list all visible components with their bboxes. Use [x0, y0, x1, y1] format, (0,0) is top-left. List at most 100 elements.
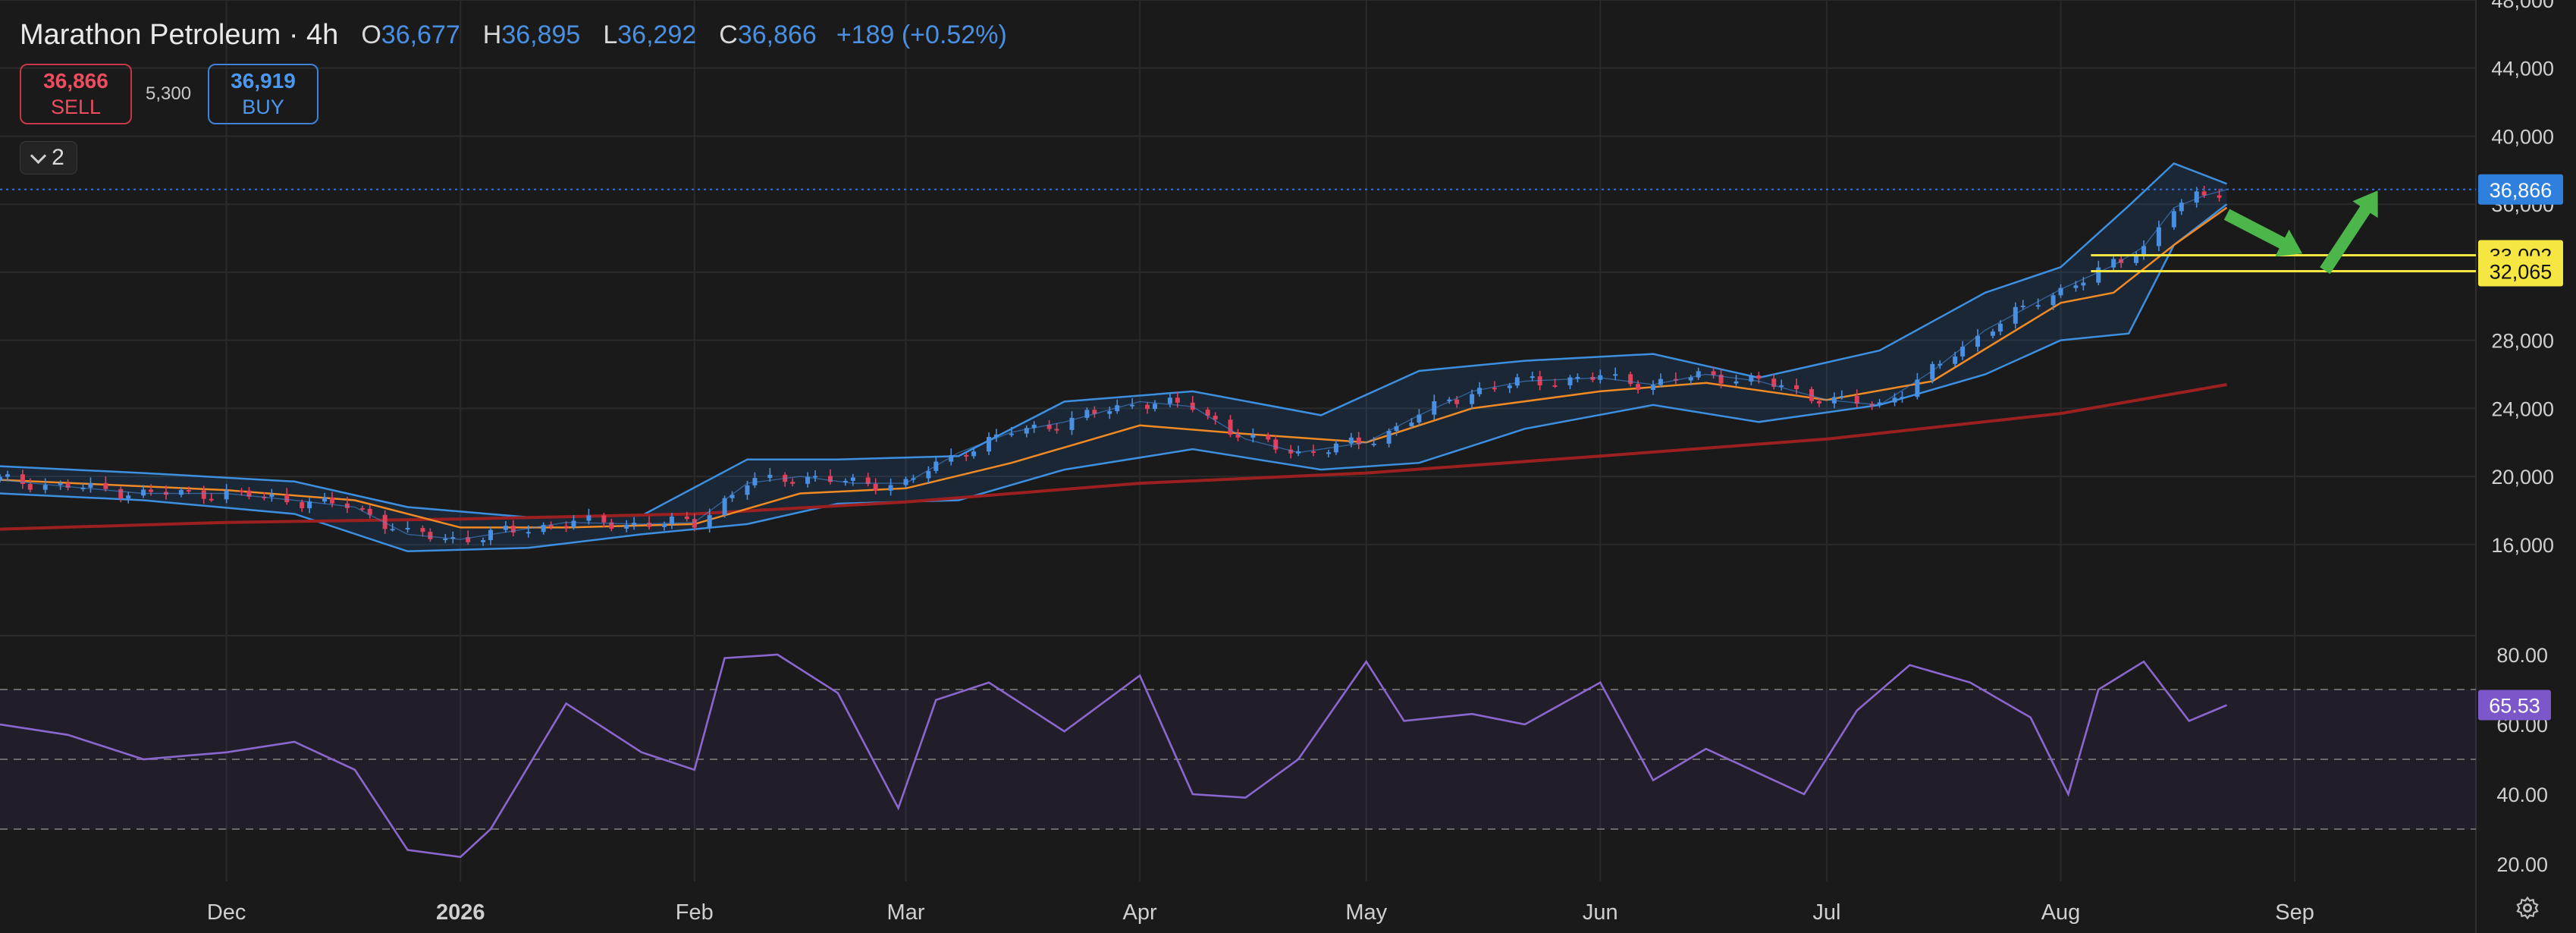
price-tick-label: 48,000 — [2491, 0, 2554, 12]
candle-body — [1273, 439, 1279, 450]
candle-body — [186, 490, 191, 492]
candle-body — [548, 525, 554, 527]
symbol-title[interactable]: Marathon Petroleum · 4h — [20, 18, 339, 51]
candle-body — [827, 476, 833, 482]
price-tick-label: 20,000 — [2491, 466, 2554, 488]
candle-body — [466, 537, 471, 542]
sell-button[interactable]: 36,866 SELL — [20, 64, 132, 124]
candle-body — [2217, 195, 2222, 198]
candle-body — [1228, 419, 1233, 435]
candle-body — [1628, 374, 1633, 385]
candle-body — [1235, 435, 1241, 438]
candle-body — [2156, 227, 2161, 247]
close-value: 36,866 — [737, 20, 817, 49]
candle-body — [481, 540, 486, 542]
candle-body — [624, 524, 629, 529]
candle-body — [1107, 411, 1112, 414]
candle-body — [224, 490, 229, 500]
candle-body — [367, 508, 372, 515]
candle-body — [1854, 396, 1859, 404]
candle-body — [964, 454, 969, 457]
x-tick-label: Mar — [887, 900, 925, 925]
open-value: 36,677 — [381, 20, 460, 49]
candle-body — [2141, 246, 2147, 256]
candle-body — [1809, 389, 1815, 401]
candle-body — [1696, 371, 1701, 378]
candle-body — [1734, 381, 1739, 384]
short-ma-line — [0, 206, 2228, 529]
candle-body — [1447, 399, 1452, 401]
price-tick-label: 16,000 — [2491, 534, 2554, 557]
candle-body — [1205, 410, 1210, 416]
candle-body — [450, 537, 456, 539]
candle-body — [1031, 424, 1037, 429]
candle-body — [1266, 435, 1271, 440]
last-price-badge — [2478, 174, 2563, 205]
last-price-badge-text: 36,866 — [2490, 179, 2552, 202]
candle-body — [1613, 374, 1618, 376]
candle-body — [420, 528, 425, 532]
candle-body — [684, 516, 689, 520]
candle-body — [1990, 331, 1995, 336]
candle-body — [42, 485, 48, 490]
candle-body — [1658, 379, 1663, 385]
candle-body — [926, 470, 931, 479]
candle-body — [2013, 306, 2018, 324]
candle-body — [609, 522, 614, 529]
candle-body — [1326, 452, 1331, 454]
candle-body — [1477, 388, 1483, 394]
rsi-tick-label: 80.00 — [2496, 644, 2548, 667]
candle-body — [752, 478, 758, 485]
candle-body — [805, 476, 811, 484]
candle-body — [949, 454, 954, 462]
buy-button[interactable]: 36,919 BUY — [208, 64, 318, 124]
candle-body — [2073, 285, 2079, 288]
open-label: O — [361, 20, 381, 49]
candle-body — [707, 515, 712, 528]
candle-body — [1492, 388, 1497, 390]
candle-body — [2081, 282, 2086, 286]
candle-body — [1213, 416, 1218, 420]
candle-body — [1816, 401, 1821, 404]
x-tick-label: 2026 — [436, 900, 485, 925]
candle-body — [246, 490, 252, 497]
x-tick-label: Jun — [1583, 900, 1618, 925]
candle-body — [987, 437, 992, 452]
candle-body — [428, 532, 433, 539]
candle-body — [322, 497, 328, 502]
candle-body — [1084, 410, 1090, 418]
trend-arrow-1 — [2320, 190, 2378, 275]
candle-body — [1250, 435, 1256, 438]
rsi-last-badge-text: 65.53 — [2489, 695, 2540, 718]
candle-body — [65, 482, 71, 488]
candle-body — [88, 482, 93, 488]
candle-body — [103, 482, 108, 489]
candle-body — [1552, 385, 1558, 387]
candle-body — [1069, 417, 1075, 430]
candle-body — [1567, 377, 1573, 386]
low-label: L — [603, 20, 618, 49]
candle-body — [993, 434, 999, 438]
candle-body — [873, 483, 878, 491]
candle-body — [2020, 305, 2025, 307]
rsi-tick-label: 40.00 — [2496, 784, 2548, 806]
candle-body — [2050, 295, 2056, 306]
candle-body — [329, 497, 334, 504]
candle-body — [118, 488, 124, 499]
price-tick-label: 28,000 — [2491, 330, 2554, 353]
rsi-tick-label: 20.00 — [2496, 853, 2548, 876]
rsi-line — [0, 653, 2228, 859]
indicators-toggle[interactable]: 2 — [20, 141, 77, 174]
gear-icon[interactable] — [2515, 895, 2540, 921]
candle-body — [1288, 449, 1294, 454]
candle-body — [1507, 385, 1512, 388]
candle-body — [503, 526, 508, 530]
candle-body — [269, 494, 275, 497]
candle-body — [1575, 376, 1580, 379]
candle-body — [1794, 385, 1799, 390]
long-ma-line — [0, 383, 2227, 531]
x-tick-label: May — [1345, 900, 1387, 925]
candle-body — [790, 482, 795, 484]
